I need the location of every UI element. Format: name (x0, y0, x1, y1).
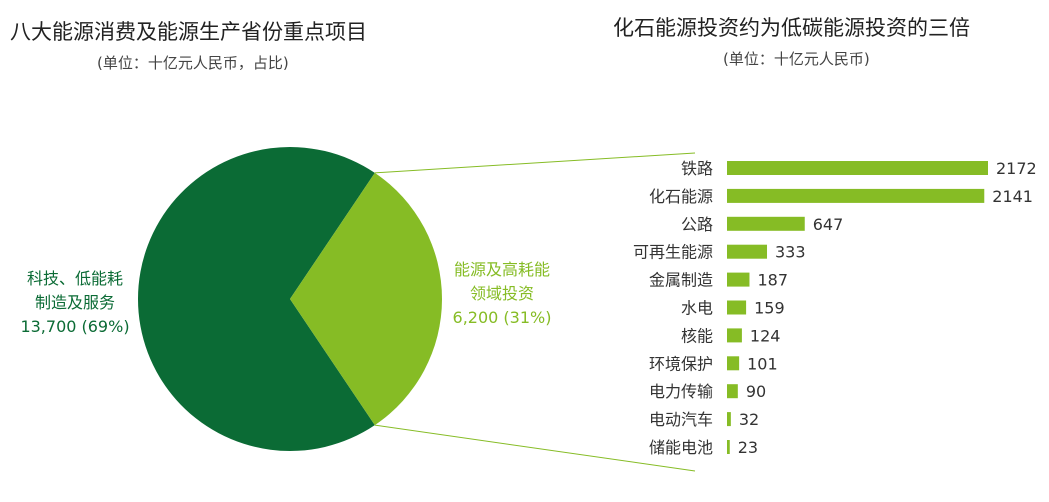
bar (727, 272, 750, 287)
bar-value-label: 333 (775, 243, 806, 262)
bar-category-label: 电力传输 (649, 382, 713, 401)
bar-value-label: 159 (754, 299, 785, 318)
bar (727, 356, 740, 371)
bar-category-label: 核能 (681, 326, 713, 345)
bar-category-label: 金属制造 (649, 271, 713, 290)
pie-slice-value: 6,200 (31%) (452, 308, 552, 327)
bar-category-label: 储能电池 (649, 438, 713, 457)
bar (727, 412, 731, 427)
pie-slice-tech (138, 146, 375, 451)
bar-chart: 铁路 2172 化石能源 2141 公路 647 可再生能源 333 金属制造 187 水电 159 核… (633, 159, 1037, 457)
bar (727, 440, 730, 454)
bar-category-label: 可再生能源 (633, 243, 713, 262)
bar (727, 244, 768, 259)
pie-slice-energy (290, 172, 442, 426)
pie-slice-label-line1: 能源及高耗能 (453, 260, 550, 279)
bar-value-label: 32 (739, 410, 759, 429)
bar-category-label: 环境保护 (649, 354, 713, 373)
bar-category-label: 水电 (681, 299, 713, 318)
bar-value-label: 2141 (992, 187, 1033, 206)
bar (727, 300, 747, 315)
connector-line-top (374, 152, 696, 174)
pie-slice-label-energy: 能源及高耗能 领域投资 6,200 (31%) (432, 258, 572, 330)
bar-value-label: 90 (746, 382, 766, 401)
bar (727, 384, 738, 399)
pie-chart-subtitle: (单位：十亿元人民币，占比) (97, 54, 289, 72)
connector-line-bottom (374, 424, 696, 472)
bar-value-label: 124 (750, 326, 781, 345)
pie-chart-title: 八大能源消费及能源生产省份重点项目 (10, 20, 367, 44)
bar-value-label: 101 (747, 354, 778, 373)
bar-value-label: 647 (813, 215, 844, 234)
pie-slice-label-tech: 科技、低能耗 制造及服务 13,700 (69%) (5, 267, 145, 339)
pie-chart (138, 146, 442, 451)
pie-slice-value: 13,700 (69%) (20, 317, 130, 336)
bar-category-label: 公路 (681, 215, 713, 234)
bar-chart-title: 化石能源投资约为低碳能源投资的三倍 (613, 16, 970, 40)
bar (727, 161, 988, 175)
bar-category-label: 化石能源 (649, 187, 713, 206)
pie-slice-label-line2: 制造及服务 (34, 293, 115, 312)
bar-value-label: 2172 (996, 159, 1037, 178)
bar (727, 216, 805, 231)
bar-category-label: 电动汽车 (649, 410, 713, 429)
pie-slice-label-line1: 科技、低能耗 (26, 269, 123, 288)
bar-value-label: 187 (757, 271, 788, 290)
bar (727, 188, 985, 203)
pie-slice-label-line2: 领域投资 (469, 284, 534, 303)
bar-category-label: 铁路 (681, 159, 713, 178)
connector-lines (374, 152, 696, 472)
bar (727, 328, 742, 343)
bar-chart-subtitle: (单位：十亿元人民币) (723, 50, 870, 68)
bar-value-label: 23 (738, 438, 758, 457)
